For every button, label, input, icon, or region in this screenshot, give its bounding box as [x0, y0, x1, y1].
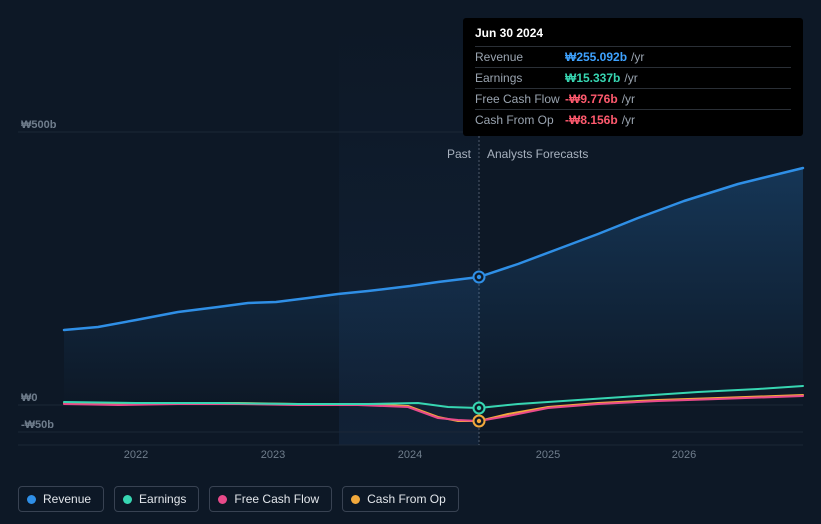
svg-text:₩500b: ₩500b — [21, 119, 57, 131]
legend-label: Revenue — [43, 492, 91, 506]
svg-text:Past: Past — [447, 147, 472, 161]
svg-text:2026: 2026 — [672, 449, 696, 461]
legend-label: Cash From Op — [367, 492, 446, 506]
tooltip-label: Free Cash Flow — [475, 92, 565, 106]
legend-swatch-icon — [218, 495, 227, 504]
tooltip-value: ₩255.092b — [565, 50, 627, 64]
svg-text:2024: 2024 — [398, 449, 422, 461]
tooltip-value: -₩9.776b — [565, 92, 618, 106]
tooltip-row: Cash From Op-₩8.156b/yr — [475, 109, 791, 130]
tooltip-title: Jun 30 2024 — [475, 26, 791, 46]
tooltip-row: Earnings₩15.337b/yr — [475, 67, 791, 88]
legend-item[interactable]: Earnings — [114, 486, 199, 512]
tooltip-label: Revenue — [475, 50, 565, 64]
tooltip-value: -₩8.156b — [565, 113, 618, 127]
tooltip-label: Cash From Op — [475, 113, 565, 127]
legend-label: Free Cash Flow — [234, 492, 319, 506]
svg-text:₩0: ₩0 — [21, 392, 38, 404]
tooltip-label: Earnings — [475, 71, 565, 85]
legend-item[interactable]: Revenue — [18, 486, 104, 512]
legend-swatch-icon — [27, 495, 36, 504]
chart-area: ₩0 ₩500b -₩50b Past Analysts Forecasts 2022 20… — [18, 0, 803, 460]
svg-text:2023: 2023 — [261, 449, 285, 461]
tooltip-value: ₩15.337b — [565, 71, 620, 85]
svg-text:2025: 2025 — [536, 449, 560, 461]
svg-text:Analysts Forecasts: Analysts Forecasts — [487, 147, 588, 161]
legend-item[interactable]: Free Cash Flow — [209, 486, 332, 512]
tooltip-unit: /yr — [622, 92, 635, 106]
svg-text:-₩50b: -₩50b — [21, 419, 54, 431]
tooltip-unit: /yr — [624, 71, 637, 85]
legend-swatch-icon — [351, 495, 360, 504]
tooltip-row: Revenue₩255.092b/yr — [475, 46, 791, 67]
tooltip-rows: Revenue₩255.092b/yrEarnings₩15.337b/yrFr… — [475, 46, 791, 130]
chart-tooltip: Jun 30 2024 Revenue₩255.092b/yrEarnings₩… — [463, 18, 803, 136]
legend-swatch-icon — [123, 495, 132, 504]
tooltip-unit: /yr — [622, 113, 635, 127]
tooltip-unit: /yr — [631, 50, 644, 64]
chart-legend: Revenue Earnings Free Cash Flow Cash From O… — [18, 486, 459, 512]
legend-label: Earnings — [139, 492, 186, 506]
tooltip-row: Free Cash Flow-₩9.776b/yr — [475, 88, 791, 109]
svg-text:2022: 2022 — [124, 449, 148, 461]
legend-item[interactable]: Cash From Op — [342, 486, 459, 512]
